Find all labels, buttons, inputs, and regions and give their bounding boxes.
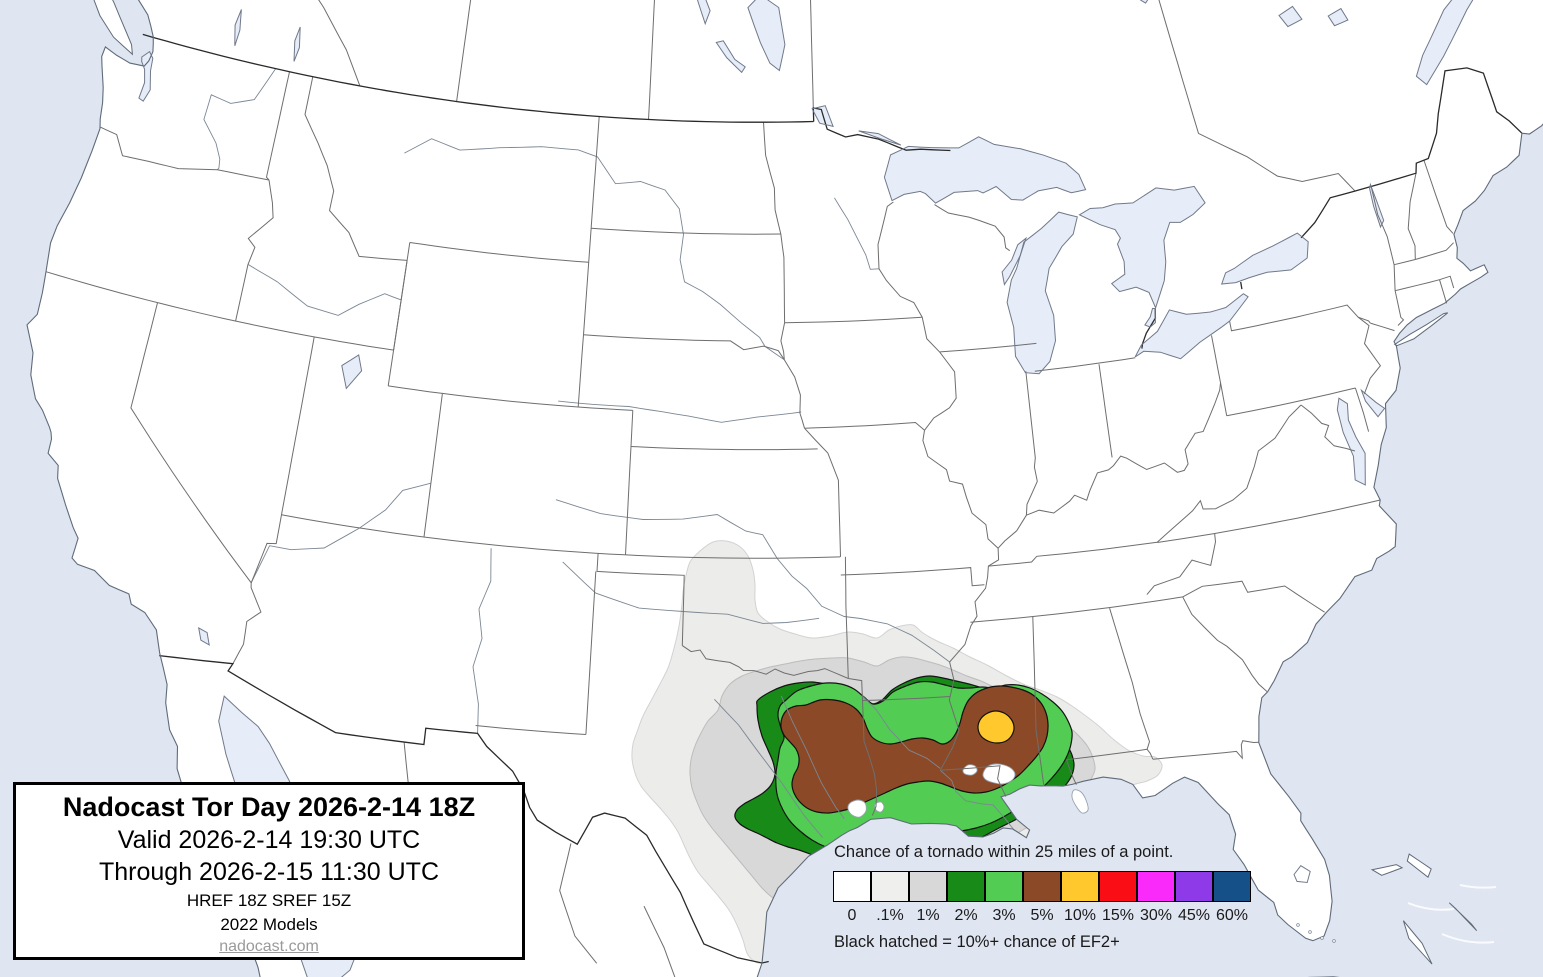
lake-erie	[1135, 293, 1249, 359]
legend-swatch-label: .1%	[876, 907, 904, 924]
rio-grande-new-mexico	[472, 548, 492, 734]
legend-swatch	[1099, 871, 1137, 902]
legend-hatched-note: Black hatched = 10%+ chance of EF2+	[834, 933, 1120, 951]
forecast-title: Nadocast Tor Day 2026-2-14 18Z	[62, 792, 476, 822]
bahama-banks	[1441, 933, 1495, 944]
forecast-models: HREF 18Z SREF 15Z	[186, 891, 352, 910]
legend-swatch-label: 5%	[1030, 907, 1054, 924]
forecast-valid-time: Valid 2026-2-14 19:30 UTC	[117, 826, 421, 854]
forecast-through-time: Through 2026-2-15 11:30 UTC	[98, 858, 439, 886]
trinity-river	[780, 695, 845, 819]
forecast-title-box: Nadocast Tor Day 2026-2-14 18Z Valid 202…	[13, 782, 525, 960]
legend-label-row: 0 .1% 1% 2% 3% 5% 10% 15% 30% 45% 60%	[833, 907, 1251, 925]
florida-keys	[1308, 930, 1312, 934]
legend-swatch	[833, 871, 871, 902]
red-river-louisiana	[861, 695, 941, 769]
salton-sea	[198, 627, 210, 645]
platte-river	[558, 400, 802, 423]
legend-title: Chance of a tornado within 25 miles of a…	[834, 843, 1174, 861]
canadian-river	[562, 561, 820, 624]
upper-mississippi-river	[834, 197, 880, 270]
legend-swatch	[947, 871, 985, 902]
green-bay	[1002, 238, 1026, 285]
vancouver-island	[94, 0, 133, 55]
kootenay-lake	[294, 27, 301, 62]
legend-swatch	[1175, 871, 1213, 902]
bahama-banks	[1459, 884, 1497, 889]
long-island	[1394, 312, 1448, 346]
pacific-ocean	[0, 0, 261, 977]
colorado-river	[250, 482, 432, 583]
legend-swatch-label: 60%	[1215, 907, 1249, 924]
lake-ontario	[1221, 233, 1309, 284]
chesapeake-bay	[1337, 398, 1366, 485]
great-salt-lake	[341, 354, 362, 389]
mobile-bay	[1071, 789, 1089, 814]
international-borders	[142, 33, 1523, 964]
legend-swatch-row	[833, 871, 1251, 902]
florida-keys	[1320, 936, 1324, 940]
delaware-bay	[1361, 390, 1385, 417]
legend-swatch-label: 30%	[1139, 907, 1173, 924]
galveston-bay	[847, 799, 867, 818]
contour-10pct	[977, 710, 1015, 744]
florida-keys	[1296, 923, 1300, 927]
legend-swatch	[1061, 871, 1099, 902]
lake-michigan	[1007, 212, 1078, 374]
lake-maurepas	[962, 764, 978, 776]
bahamas-grand-bahama	[1372, 864, 1403, 876]
state-borders	[45, 0, 1455, 977]
legend-swatch-label: 15%	[1101, 907, 1135, 924]
sabine-lake	[874, 801, 885, 813]
legend-swatch	[1137, 871, 1175, 902]
bahamas-andros	[1403, 920, 1432, 965]
columbia-river	[203, 68, 276, 171]
arkansas-river	[555, 499, 950, 663]
legend-swatch	[909, 871, 947, 902]
bahamas-abaco	[1407, 854, 1432, 878]
legend-swatch-label: 1%	[916, 907, 940, 924]
legend-swatch-label: 2%	[954, 907, 978, 924]
lake-manitoba	[716, 40, 746, 73]
legend-swatch	[985, 871, 1023, 902]
brazos-river	[714, 698, 823, 838]
lake-huron	[1079, 186, 1206, 308]
lake-winnipeg	[747, 0, 785, 71]
missouri-river	[404, 138, 785, 361]
forecast-models-year: 2022 Models	[220, 915, 318, 934]
legend-swatch	[871, 871, 909, 902]
probability-legend: Chance of a tornado within 25 miles of a…	[833, 843, 1251, 952]
bahama-banks	[1407, 902, 1455, 911]
florida-keys	[1332, 939, 1336, 943]
legend-swatch	[1213, 871, 1251, 902]
legend-swatch-label: 0	[847, 907, 857, 924]
legend-swatch-label: 10%	[1063, 907, 1097, 924]
legend-swatch-label: 45%	[1177, 907, 1211, 924]
nadocast-website-link[interactable]: nadocast.com	[219, 938, 319, 955]
legend-swatch	[1023, 871, 1061, 902]
snake-river	[247, 264, 402, 316]
okanagan-lake	[234, 9, 242, 46]
lower-mississippi-river	[939, 769, 1015, 831]
gulf-and-atlantic-ocean	[757, 124, 1543, 977]
st-lawrence-estuary	[1416, 0, 1473, 85]
legend-swatch-label: 3%	[992, 907, 1016, 924]
